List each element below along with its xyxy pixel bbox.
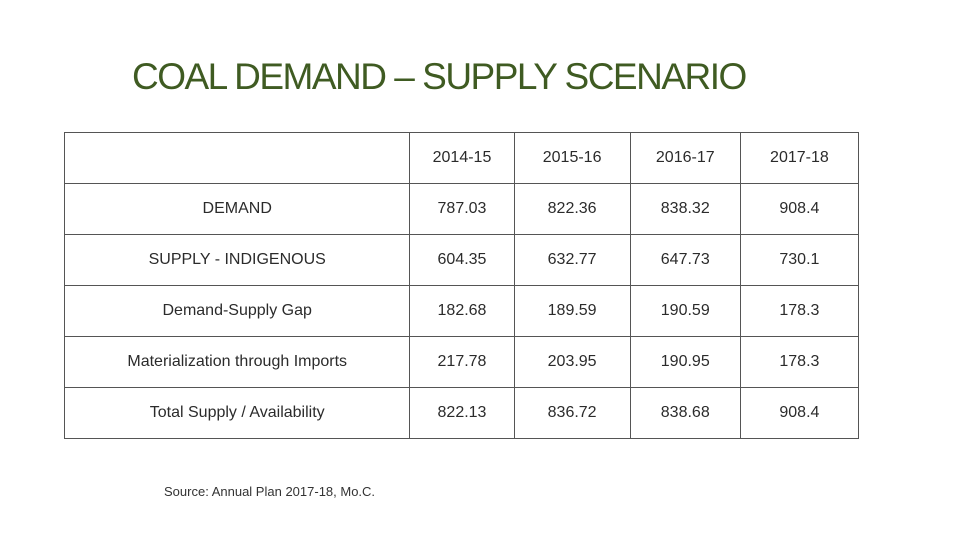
value-cell: 838.68 bbox=[629, 387, 741, 439]
value-cell: 604.35 bbox=[409, 234, 515, 286]
year-header: 2014-15 bbox=[409, 132, 515, 184]
value-cell: 190.95 bbox=[629, 336, 741, 388]
value-cell: 178.3 bbox=[739, 336, 860, 388]
value-cell: 189.59 bbox=[513, 285, 631, 337]
year-header: 2017-18 bbox=[739, 132, 860, 184]
value-cell: 647.73 bbox=[629, 234, 741, 286]
row-label: SUPPLY - INDIGENOUS bbox=[63, 234, 411, 286]
page-title: COAL DEMAND – SUPPLY SCENARIO bbox=[132, 56, 747, 97]
value-cell: 908.4 bbox=[739, 387, 860, 439]
table-row: Total Supply / Availability 822.13 836.7… bbox=[63, 387, 860, 439]
table-row: DEMAND 787.03 822.36 838.32 908.4 bbox=[63, 183, 860, 235]
source-note: Source: Annual Plan 2017-18, Mo.C. bbox=[164, 484, 375, 499]
row-label: DEMAND bbox=[63, 183, 411, 235]
value-cell: 178.3 bbox=[739, 285, 860, 337]
value-cell: 190.59 bbox=[629, 285, 741, 337]
value-cell: 908.4 bbox=[739, 183, 860, 235]
value-cell: 838.32 bbox=[629, 183, 741, 235]
value-cell: 822.36 bbox=[513, 183, 631, 235]
value-cell: 730.1 bbox=[739, 234, 860, 286]
row-label: Total Supply / Availability bbox=[63, 387, 411, 439]
source-text: Annual Plan 2017-18, Mo.C. bbox=[211, 484, 376, 499]
coal-demand-supply-table: 2014-15 2015-16 2016-17 2017-18 DEMAND 7… bbox=[63, 132, 860, 439]
value-cell: 182.68 bbox=[409, 285, 515, 337]
table-row: Materialization through Imports 217.78 2… bbox=[63, 336, 860, 388]
source-label: Source: bbox=[164, 484, 209, 499]
table-corner-cell bbox=[63, 132, 411, 184]
value-cell: 836.72 bbox=[513, 387, 631, 439]
table-row: Demand-Supply Gap 182.68 189.59 190.59 1… bbox=[63, 285, 860, 337]
table-row: SUPPLY - INDIGENOUS 604.35 632.77 647.73… bbox=[63, 234, 860, 286]
value-cell: 632.77 bbox=[513, 234, 631, 286]
value-cell: 203.95 bbox=[513, 336, 631, 388]
row-label: Demand-Supply Gap bbox=[63, 285, 411, 337]
year-header: 2015-16 bbox=[513, 132, 631, 184]
table-header-row: 2014-15 2015-16 2016-17 2017-18 bbox=[63, 132, 860, 184]
value-cell: 822.13 bbox=[409, 387, 515, 439]
year-header: 2016-17 bbox=[629, 132, 741, 184]
row-label: Materialization through Imports bbox=[63, 336, 411, 388]
value-cell: 217.78 bbox=[409, 336, 515, 388]
value-cell: 787.03 bbox=[409, 183, 515, 235]
